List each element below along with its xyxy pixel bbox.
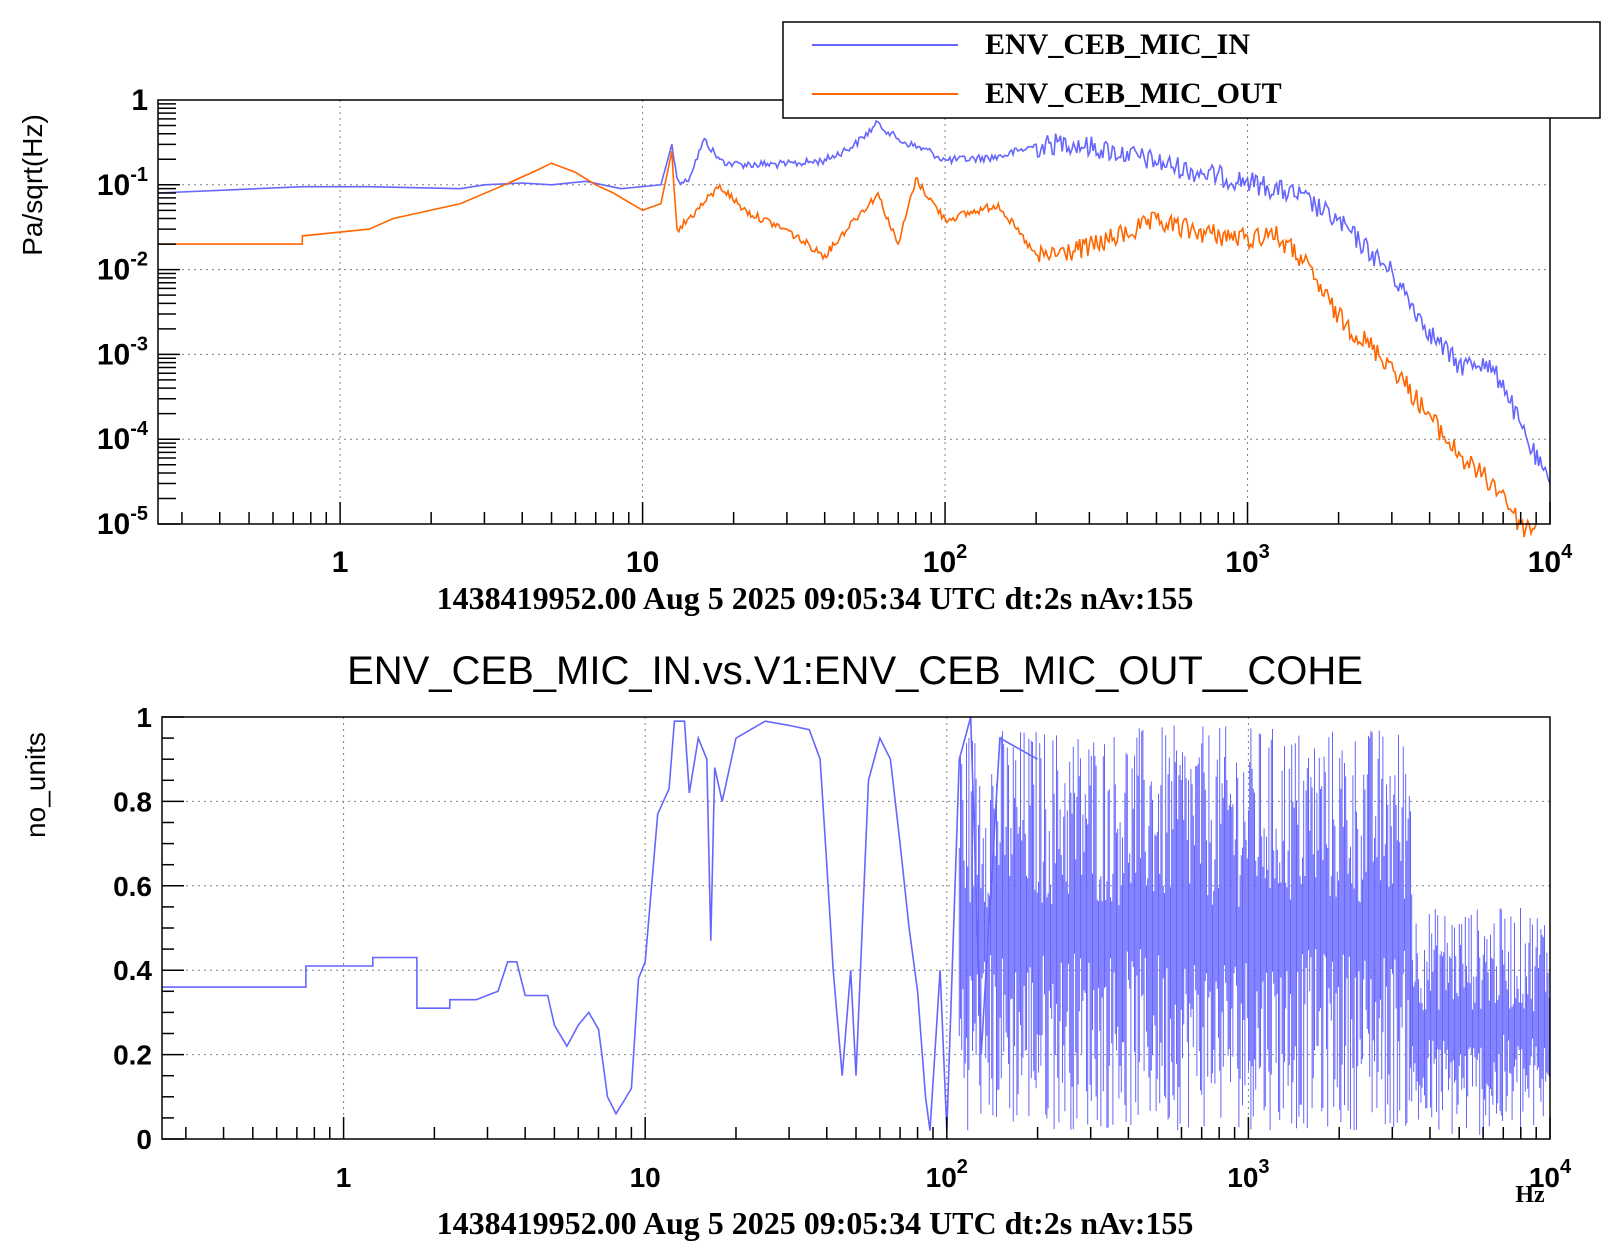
coherence-x-axis-info: 1438419952.00 Aug 5 2025 09:05:34 UTC dt… xyxy=(437,1205,1194,1241)
y-tick-label: 10-5 xyxy=(97,503,148,541)
coherence-title: ENV_CEB_MIC_IN.vs.V1:ENV_CEB_MIC_OUT__CO… xyxy=(347,649,1363,693)
series-line-mic-in xyxy=(157,119,1551,484)
x-tick-label: 104 xyxy=(1528,541,1573,579)
asd-legend: ENV_CEB_MIC_IN ENV_CEB_MIC_OUT xyxy=(782,21,1601,119)
coherence-noise-bands xyxy=(958,725,1550,1138)
y-tick-label: 0.4 xyxy=(113,955,152,986)
y-tick-label: 10-2 xyxy=(97,249,148,287)
coherence-y-ticks: 0 0.2 0.4 0.6 0.8 1 xyxy=(113,702,184,1155)
y-tick-label: 0 xyxy=(136,1124,152,1155)
series-line-mic-out xyxy=(158,150,1537,538)
y-tick-label: 10-1 xyxy=(97,164,148,202)
x-tick-label: 10 xyxy=(630,1162,661,1193)
x-tick-label: 103 xyxy=(1225,541,1270,579)
x-tick-label: 102 xyxy=(926,1156,968,1193)
coherence-noise-band xyxy=(958,725,1413,1131)
asd-grid xyxy=(158,100,1551,524)
y-tick-label: 0.2 xyxy=(113,1040,152,1071)
asd-x-ticks: 1 10 102 103 104 xyxy=(181,502,1573,579)
coherence-series xyxy=(162,716,1038,1131)
coherence-noise-band xyxy=(1412,908,1550,1138)
legend-label-in: ENV_CEB_MIC_IN xyxy=(985,28,1250,61)
x-tick-label: 1 xyxy=(332,546,349,579)
y-tick-label: 10-4 xyxy=(97,418,149,456)
series-line-coherence xyxy=(162,716,1038,1131)
asd-series xyxy=(157,119,1551,538)
y-tick-label: 1 xyxy=(131,84,148,117)
x-tick-label: 103 xyxy=(1227,1156,1269,1193)
x-tick-label: 102 xyxy=(923,541,968,579)
asd-panel: 1 10 102 103 104 1 10-1 10-2 10-3 10-4 10-5 Pa/sq… xyxy=(17,21,1601,616)
y-tick-label: 10-3 xyxy=(97,333,148,371)
legend-label-out: ENV_CEB_MIC_OUT xyxy=(985,77,1282,110)
coherence-y-axis-label: no_units xyxy=(20,732,51,838)
y-tick-label: 0.6 xyxy=(113,871,152,902)
y-tick-label: 0.8 xyxy=(113,786,152,817)
x-tick-label: 104 xyxy=(1529,1156,1572,1193)
coherence-panel: ENV_CEB_MIC_IN.vs.V1:ENV_CEB_MIC_OUT__CO… xyxy=(20,649,1572,1241)
x-tick-label: 1 xyxy=(336,1162,352,1193)
asd-x-axis-info: 1438419952.00 Aug 5 2025 09:05:34 UTC dt… xyxy=(437,580,1194,616)
asd-y-ticks: 1 10-1 10-2 10-3 10-4 10-5 xyxy=(97,84,180,541)
y-tick-label: 1 xyxy=(136,702,152,733)
coherence-x-ticks: 1 10 102 103 104 xyxy=(185,1117,1572,1193)
asd-y-axis-label: Pa/sqrt(Hz) xyxy=(17,114,48,256)
legend-box xyxy=(782,21,1601,119)
x-tick-label: 10 xyxy=(626,546,659,579)
coherence-x-unit: Hz xyxy=(1515,1182,1545,1208)
